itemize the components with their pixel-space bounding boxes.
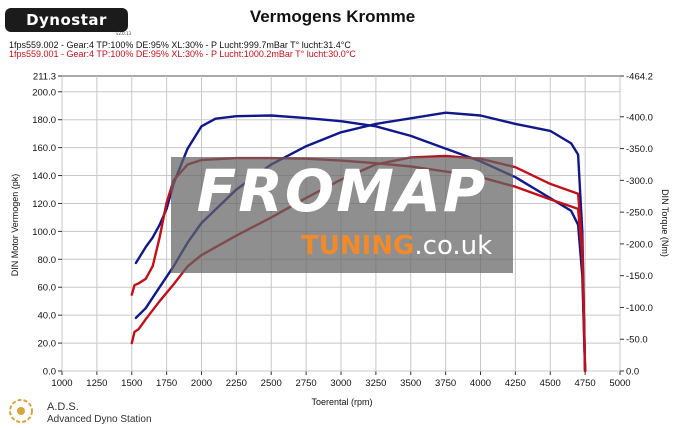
- x-tick-label: 2750: [296, 378, 317, 389]
- fromap-watermark: FROMAP TUNING.co.uk: [171, 157, 513, 273]
- watermark-main-text: FROMAP: [196, 157, 488, 225]
- x-tick-label: 2500: [261, 378, 282, 389]
- y-axis-label: DIN Motor Vermogen (pk): [10, 173, 20, 277]
- footer-ads-full: Advanced Dyno Station: [47, 414, 152, 425]
- x-tick-label: 4250: [505, 378, 526, 389]
- y-tick-label: 160.0: [32, 143, 56, 154]
- x-tick-label: 2000: [191, 378, 212, 389]
- y-tick-label: 200.0: [32, 87, 56, 98]
- watermark-tuning: TUNING: [301, 231, 415, 261]
- x-tick-label: 3250: [365, 378, 386, 389]
- y-tick-label: 40.0: [38, 311, 57, 322]
- y2-tick-label: -150.0: [626, 271, 653, 282]
- y2-tick-label: 0.0: [626, 367, 639, 378]
- y2-tick-label: -464.2: [626, 72, 653, 83]
- x-tick-label: 4000: [470, 378, 491, 389]
- y-tick-label: 80.0: [38, 255, 57, 266]
- x-tick-label: 1250: [86, 378, 107, 389]
- x-tick-label: 3750: [435, 378, 456, 389]
- watermark-domain: .co.uk: [414, 231, 493, 261]
- y-tick-label: 140.0: [32, 171, 56, 182]
- run-legend-2: 1fps559.001 - Gear:4 TP:100% DE:95% XL:3…: [9, 49, 356, 59]
- x-tick-label: 2250: [226, 378, 247, 389]
- y2-tick-label: -300.0: [626, 176, 653, 187]
- y2-tick-label: -200.0: [626, 239, 653, 250]
- watermark-sub-text: TUNING.co.uk: [301, 231, 492, 261]
- y-tick-label: 100.0: [32, 227, 56, 238]
- y-tick-label: 120.0: [32, 199, 56, 210]
- logo-version: v2.0.13: [116, 31, 132, 36]
- x-tick-label: 1750: [156, 378, 177, 389]
- chart-title: Vermogens Kromme: [249, 7, 416, 26]
- x-tick-label: 3500: [400, 378, 421, 389]
- y2-tick-label: -250.0: [626, 208, 653, 219]
- ads-logo-icon: [9, 399, 33, 423]
- y-tick-label: 180.0: [32, 115, 56, 126]
- x-tick-label: 3000: [330, 378, 351, 389]
- x-tick-label: 5000: [609, 378, 630, 389]
- y2-tick-label: -350.0: [626, 144, 653, 155]
- footer-ads: A.D.S.: [47, 401, 79, 413]
- y2-tick-label: -50.0: [626, 335, 648, 346]
- x-tick-label: 1500: [121, 378, 142, 389]
- x-tick-label: 4500: [540, 378, 561, 389]
- y-tick-label: 0.0: [43, 367, 56, 378]
- y-tick-label: 20.0: [38, 339, 57, 350]
- y2-tick-label: -100.0: [626, 303, 653, 314]
- x-axis-label: Toerental (rpm): [311, 397, 373, 407]
- x-tick-label: 1000: [51, 378, 72, 389]
- dynostar-logo: Dynostar: [5, 8, 128, 32]
- x-tick-label: 4750: [575, 378, 596, 389]
- run-legend-1: 1fps559.002 - Gear:4 TP:100% DE:95% XL:3…: [9, 40, 351, 50]
- y-tick-label: 60.0: [38, 283, 57, 294]
- y-tick-label: 211.3: [33, 72, 56, 83]
- y2-tick-label: -400.0: [626, 112, 653, 123]
- y2-axis-label: DIN Torque (Nm): [660, 189, 670, 257]
